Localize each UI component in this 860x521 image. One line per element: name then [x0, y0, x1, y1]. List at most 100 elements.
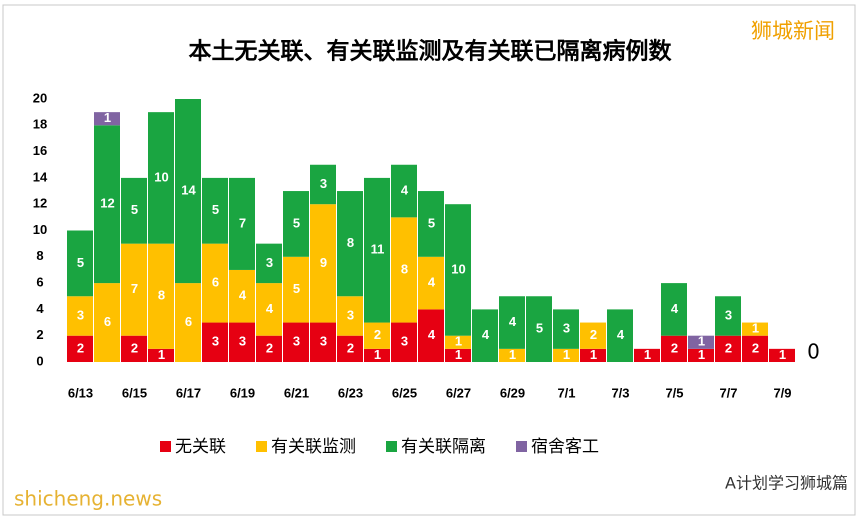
bar-segment — [229, 177, 255, 270]
bar-segment — [337, 296, 363, 336]
data-label: 1 — [644, 347, 651, 362]
bar-segment — [445, 348, 471, 362]
y-tick-label: 20 — [33, 90, 47, 105]
data-label: 2 — [725, 340, 732, 355]
data-label: 4 — [428, 275, 436, 290]
data-label: 1 — [374, 347, 381, 362]
data-label: 10 — [451, 261, 465, 276]
bar-segment — [67, 296, 93, 336]
bar-segment — [256, 335, 282, 362]
data-label: 1 — [698, 347, 705, 362]
data-label: 6 — [185, 314, 192, 329]
data-label: 2 — [374, 327, 381, 342]
data-label: 4 — [428, 327, 436, 342]
data-label: 5 — [131, 202, 138, 217]
bar-segment — [283, 322, 309, 362]
bar-segment — [526, 296, 552, 362]
bar-segment — [148, 348, 174, 362]
bar-segment — [121, 243, 147, 336]
data-label: 2 — [77, 340, 84, 355]
bar-segment — [418, 191, 444, 257]
bar-segment — [769, 348, 795, 362]
bar-segment — [418, 309, 444, 362]
data-label: 3 — [266, 255, 273, 270]
footer-left: shicheng.news — [14, 487, 162, 511]
bar-segment — [445, 335, 471, 349]
x-tick-label: 7/1 — [557, 385, 575, 400]
bar-segment — [337, 191, 363, 297]
bar-segment — [94, 112, 120, 126]
data-label: 2 — [752, 340, 759, 355]
legend-swatch — [386, 441, 397, 452]
data-label: 1 — [752, 321, 759, 336]
data-label: 3 — [725, 307, 732, 322]
data-label: 3 — [77, 307, 84, 322]
data-label: 1 — [455, 334, 462, 349]
bar-segment — [553, 348, 579, 362]
x-tick-label: 7/3 — [611, 385, 629, 400]
data-label: 2 — [347, 340, 354, 355]
data-label: 2 — [671, 340, 678, 355]
data-label: 14 — [181, 182, 196, 197]
bar-segment — [283, 191, 309, 257]
bar-segment — [175, 99, 201, 284]
y-tick-label: 18 — [33, 117, 47, 132]
data-label: 5 — [536, 321, 543, 336]
bar-segment — [310, 204, 336, 323]
bar-segment — [229, 269, 255, 323]
y-tick-label: 0 — [36, 353, 43, 368]
legend-swatch — [256, 441, 267, 452]
y-tick-label: 6 — [36, 275, 43, 290]
data-label: 5 — [293, 281, 300, 296]
bar-segment — [202, 177, 228, 244]
data-label: 4 — [671, 301, 679, 316]
bar-segment — [661, 335, 687, 362]
data-label: 1 — [698, 334, 705, 349]
bar-segment — [580, 322, 606, 349]
brand: 狮城新闻 — [751, 19, 835, 43]
bar-segment — [283, 256, 309, 323]
x-tick-label: 7/5 — [665, 385, 683, 400]
bar-segment — [175, 283, 201, 362]
x-tick-label: 7/9 — [773, 385, 791, 400]
bar-segment — [148, 243, 174, 349]
legend-label: 宿舍客工 — [531, 437, 599, 457]
data-label: 11 — [371, 242, 385, 257]
legend-swatch — [160, 441, 171, 452]
data-label: 8 — [401, 261, 408, 276]
data-label: 7 — [131, 281, 138, 296]
data-label: 1 — [563, 347, 570, 362]
x-tick-label: 6/19 — [230, 385, 255, 400]
y-tick-label: 16 — [33, 143, 47, 158]
x-tick-label: 6/17 — [176, 385, 201, 400]
bar-segment — [391, 217, 417, 323]
bar-segment — [688, 348, 714, 362]
bar-segment — [472, 309, 498, 362]
data-label: 4 — [509, 314, 517, 329]
x-tick-label: 6/15 — [122, 385, 147, 400]
x-tick-label: 6/27 — [446, 385, 471, 400]
legend-label: 有关联隔离 — [401, 437, 486, 457]
data-label: 3 — [293, 334, 300, 349]
legend-label: 有关联监测 — [271, 437, 356, 457]
y-tick-label: 8 — [36, 248, 43, 263]
data-label: 2 — [131, 340, 138, 355]
bar-segment — [94, 125, 120, 284]
data-label: 10 — [154, 169, 168, 184]
bar-segment — [715, 296, 741, 336]
data-label: 5 — [293, 215, 300, 230]
bar-segment — [148, 112, 174, 244]
data-label: 3 — [563, 321, 570, 336]
data-label: 5 — [428, 215, 435, 230]
bar-segment — [202, 322, 228, 362]
bar-segment — [121, 335, 147, 362]
bar-segment — [391, 322, 417, 362]
data-label: 1 — [509, 347, 516, 362]
bar-segment — [256, 283, 282, 336]
bar-segment — [634, 348, 660, 362]
data-label: 4 — [239, 288, 247, 303]
bar-segment — [67, 335, 93, 362]
chart-title: 本土无关联、有关联监测及有关联已隔离病例数 — [189, 38, 673, 65]
bar-segment — [499, 296, 525, 349]
